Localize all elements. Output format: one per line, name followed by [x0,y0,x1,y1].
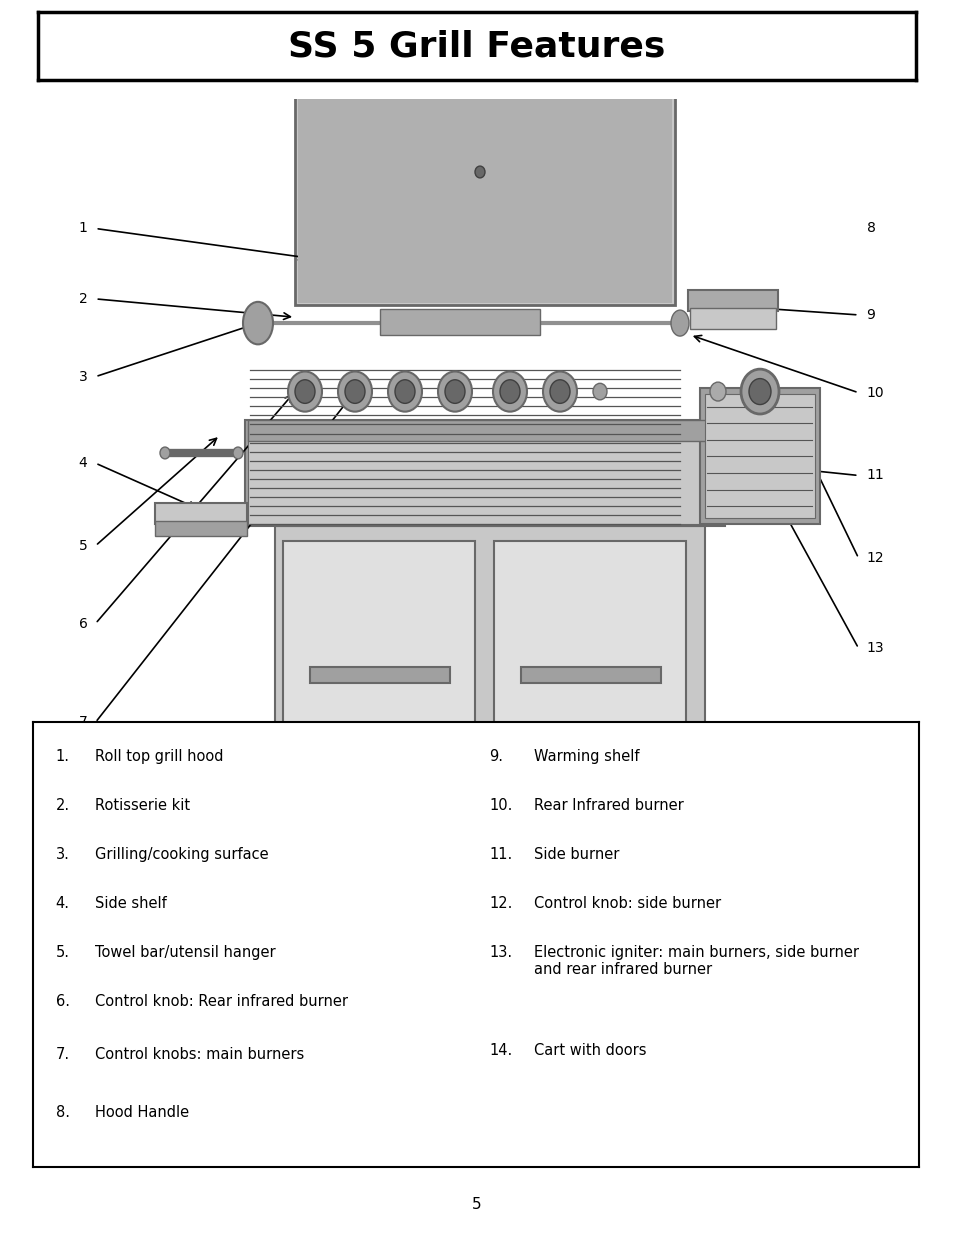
Bar [292,37,679,52]
Bar [297,49,671,303]
Bar [704,394,814,517]
Ellipse shape [475,165,484,178]
Text: 7.: 7. [55,1047,70,1062]
Bar [310,47,322,78]
Ellipse shape [437,372,472,411]
Text: 14.: 14. [489,1042,512,1057]
Ellipse shape [493,372,526,411]
Bar [248,420,721,441]
Text: 6: 6 [78,616,88,631]
Text: 11.: 11. [489,847,512,862]
Bar [520,667,660,683]
Ellipse shape [345,379,365,404]
Text: 4.: 4. [55,895,70,911]
Text: 6.: 6. [55,994,70,1009]
Text: Towel bar/utensil hanger: Towel bar/utensil hanger [95,945,275,960]
Bar [689,308,775,329]
Text: 5: 5 [472,1197,481,1212]
Bar [314,49,655,75]
Text: Roll top grill hood: Roll top grill hood [95,750,224,764]
Bar [154,503,247,524]
Bar [154,521,247,536]
Ellipse shape [593,383,606,400]
Text: 3.: 3. [55,847,70,862]
Text: 13: 13 [865,641,883,656]
Ellipse shape [395,379,415,404]
Bar [283,541,475,813]
Text: 1.: 1. [55,750,70,764]
Text: Side shelf: Side shelf [95,895,167,911]
Bar [379,309,539,335]
Bar [274,526,704,834]
Ellipse shape [444,379,464,404]
Text: 8: 8 [865,221,875,236]
Text: 4: 4 [78,456,88,471]
Ellipse shape [233,447,243,459]
Text: Rear Infrared burner: Rear Infrared burner [533,798,682,813]
Text: 5.: 5. [55,945,70,960]
Bar [494,541,685,813]
Text: 11: 11 [865,468,883,483]
Ellipse shape [550,379,569,404]
Text: 5: 5 [78,538,88,553]
Bar [270,834,709,866]
Text: 2: 2 [78,291,88,306]
Text: Rotisserie kit: Rotisserie kit [95,798,191,813]
Text: Side burner: Side burner [533,847,618,862]
Text: 2.: 2. [55,798,70,813]
Text: Cart with doors: Cart with doors [533,1042,645,1057]
Text: 7: 7 [78,715,88,730]
Bar [647,47,659,78]
Text: 8.: 8. [55,1105,70,1120]
Text: 12.: 12. [489,895,512,911]
Bar [310,667,450,683]
Bar [248,424,721,524]
Ellipse shape [748,379,770,405]
Text: 3: 3 [78,369,88,384]
Text: 12: 12 [865,551,883,566]
Ellipse shape [337,372,372,411]
Text: Hood Handle: Hood Handle [95,1105,190,1120]
Text: Grilling/cooking surface: Grilling/cooking surface [95,847,269,862]
Text: 1: 1 [78,221,88,236]
Ellipse shape [542,372,577,411]
Text: 13.: 13. [489,945,512,960]
Text: Control knob: Rear infrared burner: Control knob: Rear infrared burner [95,994,348,1009]
Ellipse shape [160,447,170,459]
Text: Control knobs: main burners: Control knobs: main burners [95,1047,304,1062]
Bar [687,290,778,311]
Ellipse shape [243,301,273,345]
Ellipse shape [740,369,779,414]
Bar [260,861,720,878]
Text: 10.: 10. [489,798,512,813]
Text: Electronic igniter: main burners, side burner
and rear infrared burner: Electronic igniter: main burners, side b… [533,945,858,977]
Ellipse shape [670,310,688,336]
Text: 9: 9 [865,308,875,322]
Text: 10: 10 [865,385,883,400]
Bar [700,388,820,524]
Ellipse shape [294,379,314,404]
Text: Control knob: side burner: Control knob: side burner [533,895,720,911]
Bar [245,420,724,526]
Text: 14: 14 [865,764,883,779]
Ellipse shape [288,372,322,411]
Text: 9.: 9. [489,750,503,764]
Text: SS 5 Grill Features: SS 5 Grill Features [288,30,665,63]
Ellipse shape [709,382,725,401]
Text: Warming shelf: Warming shelf [533,750,639,764]
Ellipse shape [388,372,421,411]
Bar [294,46,675,305]
Ellipse shape [499,379,519,404]
